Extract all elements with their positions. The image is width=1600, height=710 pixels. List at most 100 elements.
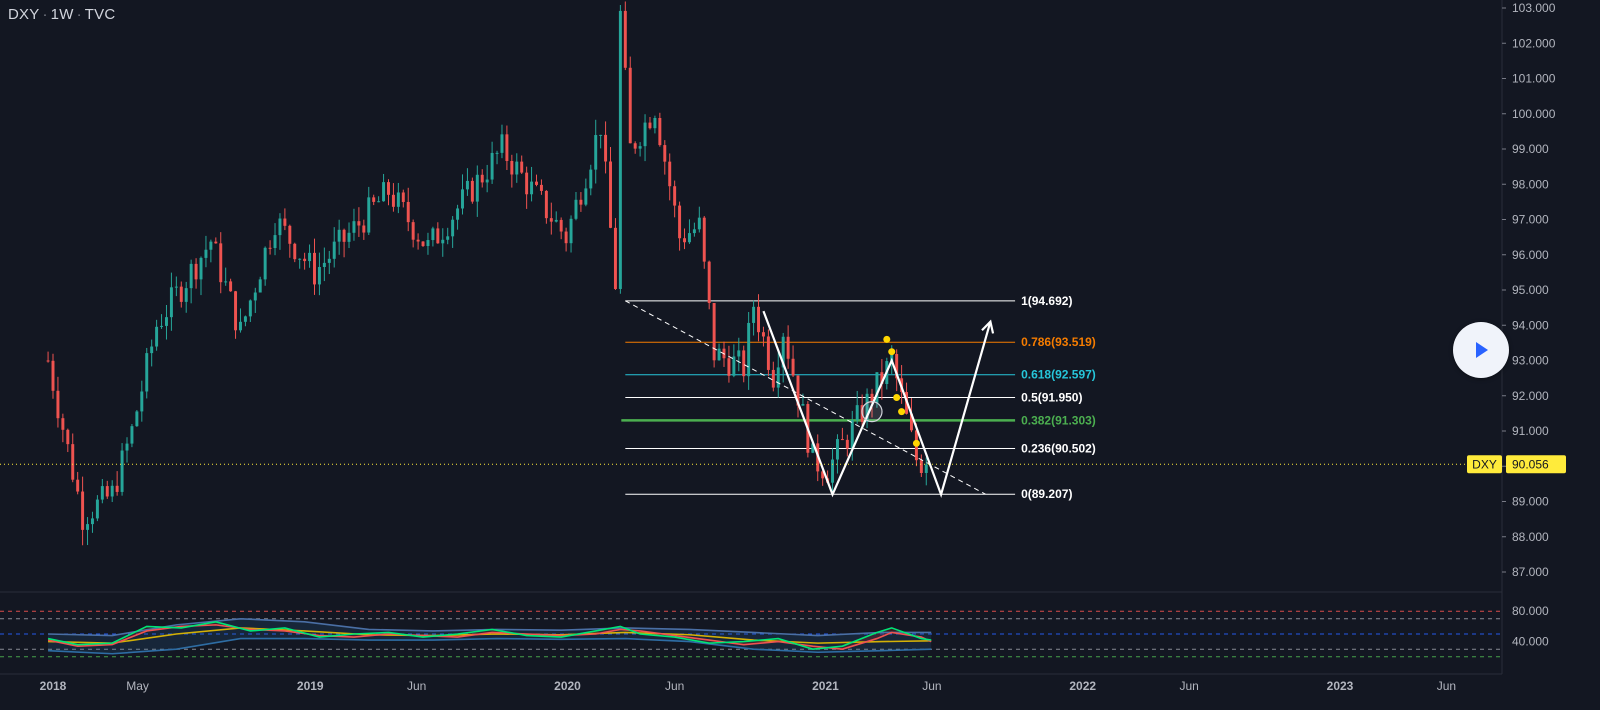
candle-body xyxy=(633,143,637,149)
fib-label-0.786: 0.786(93.519) xyxy=(1021,335,1096,349)
fib-label-0.382: 0.382(91.303) xyxy=(1021,413,1096,427)
candle-body xyxy=(362,225,366,233)
candle-body xyxy=(520,161,524,173)
candle-body xyxy=(224,281,228,283)
fibonacci-retracement[interactable]: 1(94.692) 0.786(93.519) 0.618(92.597) 0.5(9… xyxy=(621,294,1096,501)
indicator-band xyxy=(48,618,932,654)
yellow-marker xyxy=(883,335,891,343)
candle-body xyxy=(229,281,233,292)
indicator-series xyxy=(48,627,932,644)
candle-body xyxy=(451,219,455,237)
candle-body xyxy=(559,219,563,232)
indicator-series xyxy=(47,624,932,651)
x-tick-label: Jun xyxy=(1179,679,1198,693)
candle-body xyxy=(697,217,701,230)
candle-body xyxy=(742,350,746,377)
y-tick-label: 88.000 xyxy=(1512,530,1549,544)
candle-body xyxy=(673,186,677,206)
x-tick-label: 2021 xyxy=(812,679,839,693)
candle-body xyxy=(668,161,672,187)
candle-body xyxy=(160,325,164,327)
fib-label-0.618: 0.618(92.597) xyxy=(1021,368,1096,382)
exchange: TVC xyxy=(84,6,116,23)
candle-body xyxy=(801,404,805,406)
candle-body xyxy=(342,229,346,242)
y-tick-label: 93.000 xyxy=(1512,354,1549,368)
candle-body xyxy=(525,172,529,195)
candle-body xyxy=(268,247,272,249)
candle-body xyxy=(298,258,302,260)
y-tick-label: 92.000 xyxy=(1512,389,1549,403)
fib-label-0.236: 0.236(90.502) xyxy=(1021,442,1096,456)
candle-body xyxy=(243,316,247,322)
candle-body xyxy=(61,418,65,430)
indicator-tick-label: 80.000 xyxy=(1512,604,1549,618)
x-tick-label: 2019 xyxy=(297,679,324,693)
indicator-series xyxy=(48,637,932,655)
candle-body xyxy=(110,485,114,497)
y-tick-label: 98.000 xyxy=(1512,177,1549,191)
candle-body xyxy=(234,291,238,331)
candle-body xyxy=(530,181,534,195)
candle-body xyxy=(643,122,647,147)
candle-body xyxy=(549,218,553,222)
candle-body xyxy=(737,350,741,357)
candle-body xyxy=(480,174,484,183)
candle-body xyxy=(766,336,770,370)
candle-body xyxy=(544,190,548,219)
interval: 1W xyxy=(50,6,74,23)
candle-body xyxy=(890,354,894,362)
symbol-title[interactable]: DXY · 1W · TVC xyxy=(8,6,116,23)
candle-body xyxy=(56,390,60,419)
candle-body xyxy=(169,287,173,318)
axes: 103.000 102.000 101.000 100.000 99.000 98.000… xyxy=(0,1,1566,693)
candle-body xyxy=(352,221,356,233)
candle-body xyxy=(81,491,85,530)
candle-body xyxy=(850,420,854,449)
y-tick-label: 100.000 xyxy=(1512,107,1556,121)
candle-body xyxy=(100,486,104,500)
candle-body xyxy=(431,228,435,241)
candle-body xyxy=(382,182,386,202)
candle-body xyxy=(500,134,504,153)
candle-body xyxy=(648,122,652,129)
play-button[interactable] xyxy=(1453,322,1509,378)
candle-body xyxy=(776,367,780,388)
candle-body xyxy=(840,439,844,441)
candle-body xyxy=(717,348,721,361)
x-tick-label: Jun xyxy=(1437,679,1456,693)
candle-body xyxy=(248,300,252,317)
w-pattern-path xyxy=(762,310,992,498)
candle-body xyxy=(140,391,144,412)
indicator-series xyxy=(48,617,932,637)
candle-body xyxy=(377,201,381,203)
candle-body xyxy=(219,243,223,283)
candle-body xyxy=(786,336,790,359)
candle-body xyxy=(130,426,134,444)
symbol-tag-label: DXY xyxy=(1472,457,1497,471)
candle-body xyxy=(574,199,578,219)
drawings[interactable] xyxy=(625,300,995,498)
candle-body xyxy=(357,221,361,226)
candle-body xyxy=(411,222,415,240)
candle-body xyxy=(313,252,316,285)
candle-body xyxy=(288,225,292,244)
candle-body xyxy=(189,263,193,289)
candle-body xyxy=(461,189,464,209)
candle-body xyxy=(707,261,711,303)
y-tick-label: 96.000 xyxy=(1512,248,1549,262)
candle-body xyxy=(120,450,124,492)
candle-body xyxy=(337,229,341,242)
last-price-tag xyxy=(1506,455,1566,474)
candle-body xyxy=(554,219,558,222)
candle-body xyxy=(781,336,785,368)
candle-body xyxy=(579,199,583,205)
x-tick-label: 2020 xyxy=(554,679,581,693)
candle-body xyxy=(835,439,839,460)
candle-body xyxy=(76,479,80,492)
candle-body xyxy=(623,10,627,68)
candle-body xyxy=(796,375,800,406)
y-tick-label: 95.000 xyxy=(1512,283,1549,297)
candle-body xyxy=(367,197,371,233)
